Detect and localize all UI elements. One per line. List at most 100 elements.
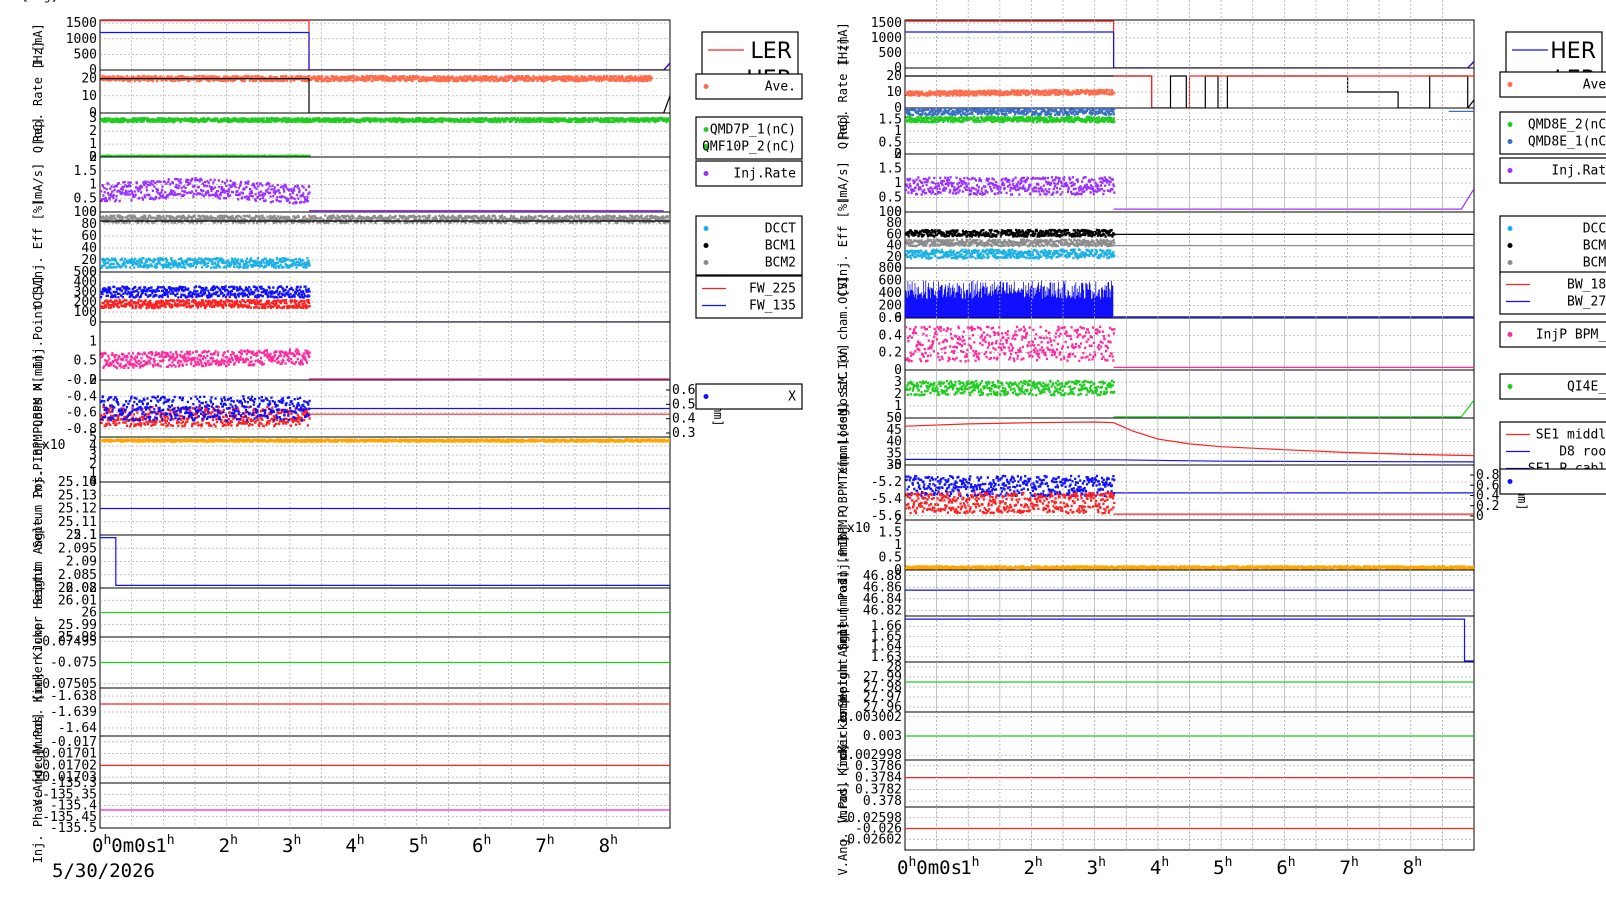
y-tick-label: 2 bbox=[894, 513, 902, 528]
y-tick-label: -5.4 bbox=[871, 492, 902, 507]
legend-label: QMF10P_2(nC) bbox=[702, 140, 796, 155]
y-tick-label: 1.63 bbox=[871, 650, 902, 665]
legend-label: QI4E_d bbox=[1567, 380, 1606, 395]
panel-frame bbox=[99, 735, 671, 784]
legend-label: QMD8E_1(nC) bbox=[1528, 135, 1606, 150]
series-group bbox=[100, 438, 670, 443]
legend-box bbox=[695, 160, 803, 187]
legend-swatch bbox=[703, 260, 709, 265]
series-group bbox=[905, 280, 1474, 318]
legend-swatch bbox=[703, 144, 709, 149]
y-tick-label: 0.3782 bbox=[855, 782, 902, 797]
legend-box bbox=[695, 383, 803, 410]
y-axis-label: Q[nC] bbox=[31, 117, 45, 153]
y-axis-label: V.Pos. [mm] bbox=[31, 672, 45, 751]
legend-label: Ave. bbox=[765, 80, 796, 95]
y-tick-label: -135.4 bbox=[50, 799, 97, 814]
y-axis-label: Inj.P BPM X[mm] bbox=[836, 438, 850, 546]
series-group bbox=[905, 379, 1474, 418]
right-tick-label: 0.2 bbox=[1476, 499, 1499, 514]
y-tick-label: 25.1 bbox=[66, 528, 97, 543]
y-tick-label: 0 bbox=[894, 563, 902, 578]
y-tick-label: 2.1 bbox=[74, 528, 97, 543]
y-tick-label: 0 bbox=[894, 147, 902, 162]
time-tick-label: 8h bbox=[1403, 855, 1422, 879]
y-tick-label: 25.14 bbox=[58, 475, 97, 490]
legend-box bbox=[695, 215, 803, 276]
legend-label: D8 room bbox=[1559, 445, 1606, 460]
y-tick-label: 97 bbox=[886, 0, 902, 4]
y-tick-label: 80 bbox=[886, 216, 902, 231]
series-step bbox=[100, 78, 670, 113]
y-axis-label: Septum Pos. [mm] bbox=[836, 535, 850, 651]
y-tick-label: 0.5 bbox=[74, 191, 97, 206]
y-axis-label: Septum Pos. bbox=[31, 469, 45, 548]
y-axis-label: LossM. SiC [V] bbox=[836, 343, 850, 444]
legend-label: FW_135 bbox=[749, 299, 796, 314]
legend-label: HER bbox=[1550, 39, 1596, 64]
y-tick-label: 25.99 bbox=[58, 618, 97, 633]
legend-box bbox=[1499, 71, 1606, 98]
y-tick-label: 2.085 bbox=[58, 568, 97, 583]
y-axis-label: V.Ang. [mrad] bbox=[31, 713, 45, 807]
series-X bbox=[100, 395, 311, 422]
legend: Inj.Rate bbox=[695, 160, 803, 187]
y-axis-label: I [mA] bbox=[31, 23, 45, 66]
time-tick-label: 2h bbox=[1023, 855, 1042, 879]
legend: DCCT BCM1 BCM2 bbox=[1499, 215, 1606, 276]
y-tick-label: 27.96 bbox=[863, 700, 902, 715]
legend: BW_180 BW_270 bbox=[1499, 271, 1606, 315]
y-tick-label: 1500 bbox=[66, 16, 97, 31]
series-base bbox=[1113, 399, 1474, 418]
y-axis-label: Q[nC] bbox=[836, 113, 850, 149]
series-b bbox=[100, 537, 670, 586]
y-tick-label: -0.02598 bbox=[839, 811, 902, 826]
time-tick-label: 3h bbox=[282, 833, 301, 857]
legend-box bbox=[1499, 373, 1606, 400]
y-tick-label: 1.5 bbox=[879, 526, 902, 541]
legend-label: BCM1 bbox=[1583, 239, 1606, 254]
y-tick-label: 27.99 bbox=[863, 670, 902, 685]
y-tick-label: 0.5 bbox=[74, 354, 97, 369]
y-tick-label: 2 bbox=[894, 147, 902, 162]
legend-box bbox=[1499, 215, 1606, 276]
y-axis-label: I [mA] bbox=[836, 22, 850, 65]
series-Inj.Rate2 bbox=[1113, 188, 1474, 210]
series-pink bbox=[100, 348, 311, 370]
panel-1-3: 21.510.50[mA/s]Inj.Rate bbox=[836, 147, 1606, 220]
series-step bbox=[905, 75, 1474, 108]
series-Inj.Rate bbox=[905, 176, 1116, 196]
y-tick-label: -0.2 bbox=[66, 373, 97, 388]
right-tick-label: 0.4 bbox=[1476, 489, 1500, 504]
legend-label: BCM2 bbox=[765, 256, 796, 271]
legend-swatch bbox=[1507, 82, 1513, 87]
legend-swatch bbox=[1507, 122, 1513, 127]
multiplier-label: x10 bbox=[847, 521, 870, 536]
y-tick-label: -1.638 bbox=[50, 689, 97, 704]
y-tick-label: -1.639 bbox=[50, 705, 97, 720]
y-tick-label: 1000 bbox=[871, 31, 902, 46]
series-group bbox=[905, 75, 1474, 108]
y-tick-label: 3 bbox=[894, 375, 902, 390]
y-tick-label: 20 bbox=[886, 69, 902, 84]
y-tick-label: 46.88 bbox=[863, 569, 902, 584]
right-tick-label: 0.5 bbox=[672, 397, 695, 412]
series-DCCT bbox=[905, 248, 1116, 260]
series-group bbox=[100, 177, 664, 212]
y-tick-label: 28 bbox=[886, 660, 902, 675]
legend-box bbox=[1499, 271, 1606, 315]
y-tick-label: -0.01702 bbox=[34, 758, 97, 773]
y-axis-label: [mA/s] bbox=[31, 163, 45, 206]
series-HER bbox=[100, 31, 670, 70]
legend-swatch bbox=[703, 243, 709, 248]
time-tick-label: 6h bbox=[472, 833, 491, 857]
y-tick-label: -0.4 bbox=[66, 389, 97, 404]
y-tick-label: 200 bbox=[74, 295, 97, 310]
legend-label: InjP BPM_d bbox=[1536, 328, 1606, 343]
y-tick-label: -0.07495 bbox=[34, 634, 97, 649]
